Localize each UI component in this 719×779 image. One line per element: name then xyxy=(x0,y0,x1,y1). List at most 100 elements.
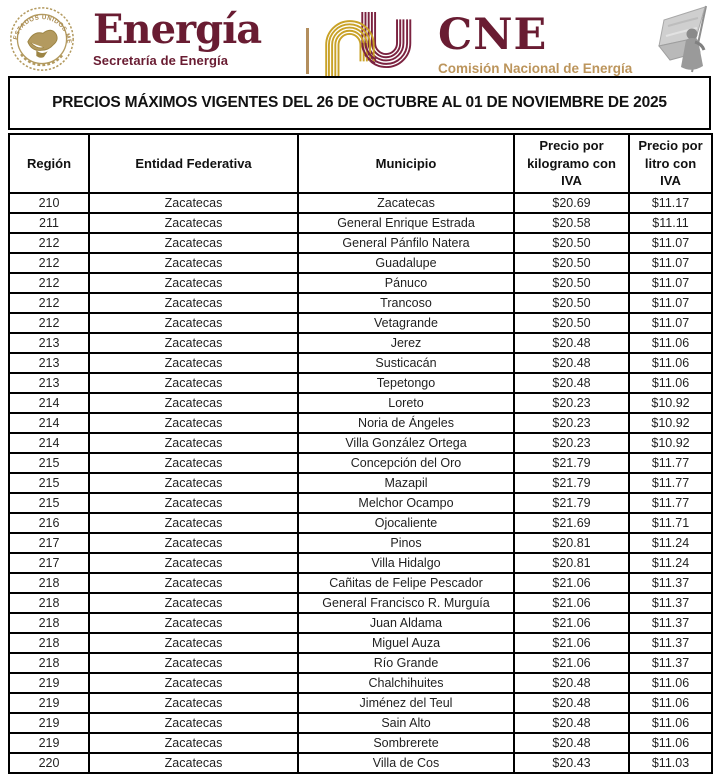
municipio-cell: Sain Alto xyxy=(297,711,515,734)
table-row: 214 Zacatecas Villa González Ortega $20.23 $… xyxy=(8,431,713,454)
municipio-cell: Cañitas de Felipe Pescador xyxy=(297,571,515,594)
entidad-cell: Zacatecas xyxy=(88,711,299,734)
precio-litro-cell: $11.37 xyxy=(628,571,713,594)
municipio-cell: Villa Hidalgo xyxy=(297,551,515,574)
precio-kg-cell: $20.50 xyxy=(513,251,630,274)
region-cell: 217 xyxy=(8,551,90,574)
table-row: 212 Zacatecas General Pánfilo Natera $20.50… xyxy=(8,231,713,254)
entidad-cell: Zacatecas xyxy=(88,451,299,474)
table-row: 215 Zacatecas Melchor Ocampo $21.79 $11.77 xyxy=(8,491,713,514)
region-cell: 214 xyxy=(8,431,90,454)
table-row: 219 Zacatecas Sain Alto $20.48 $11.06 xyxy=(8,711,713,734)
municipio-cell: Villa González Ortega xyxy=(297,431,515,454)
precio-litro-cell: $11.07 xyxy=(628,311,713,334)
entidad-cell: Zacatecas xyxy=(88,191,299,214)
precio-kg-cell: $20.43 xyxy=(513,751,630,774)
entidad-cell: Zacatecas xyxy=(88,511,299,534)
table-row: 218 Zacatecas Cañitas de Felipe Pescador $2… xyxy=(8,571,713,594)
entidad-cell: Zacatecas xyxy=(88,311,299,334)
price-table-body: 210 Zacatecas Zacatecas $20.69 $11.17 211 Zaca… xyxy=(8,191,713,774)
precio-kg-cell: $21.06 xyxy=(513,611,630,634)
precio-litro-cell: $11.06 xyxy=(628,371,713,394)
precio-kg-cell: $20.48 xyxy=(513,691,630,714)
region-cell: 219 xyxy=(8,731,90,754)
table-row: 218 Zacatecas Miguel Auza $21.06 $11.37 xyxy=(8,631,713,654)
entidad-cell: Zacatecas xyxy=(88,391,299,414)
region-cell: 220 xyxy=(8,751,90,774)
table-row: 218 Zacatecas Río Grande $21.06 $11.37 xyxy=(8,651,713,674)
region-cell: 215 xyxy=(8,491,90,514)
table-row: 215 Zacatecas Concepción del Oro $21.79 $11.… xyxy=(8,451,713,474)
precio-litro-cell: $10.92 xyxy=(628,411,713,434)
table-row: 213 Zacatecas Tepetongo $20.48 $11.06 xyxy=(8,371,713,394)
region-cell: 219 xyxy=(8,711,90,734)
municipio-cell: Río Grande xyxy=(297,651,515,674)
entidad-cell: Zacatecas xyxy=(88,551,299,574)
precio-kg-cell: $20.48 xyxy=(513,671,630,694)
entidad-cell: Zacatecas xyxy=(88,331,299,354)
region-cell: 212 xyxy=(8,251,90,274)
region-cell: 212 xyxy=(8,271,90,294)
table-row: 219 Zacatecas Chalchihuites $20.48 $11.06 xyxy=(8,671,713,694)
region-cell: 219 xyxy=(8,691,90,714)
precio-litro-cell: $11.77 xyxy=(628,471,713,494)
logo-divider xyxy=(306,28,309,74)
municipio-cell: Guadalupe xyxy=(297,251,515,274)
table-row: 212 Zacatecas Trancoso $20.50 $11.07 xyxy=(8,291,713,314)
region-cell: 212 xyxy=(8,291,90,314)
precio-litro-cell: $11.06 xyxy=(628,351,713,374)
title-banner: PRECIOS MÁXIMOS VIGENTES DEL 26 DE OCTUB… xyxy=(8,76,711,130)
precio-kg-cell: $20.50 xyxy=(513,271,630,294)
col-header-municipio: Municipio xyxy=(297,133,515,194)
municipio-cell: Vetagrande xyxy=(297,311,515,334)
precio-litro-cell: $11.71 xyxy=(628,511,713,534)
precio-kg-cell: $20.23 xyxy=(513,411,630,434)
precio-kg-cell: $20.81 xyxy=(513,551,630,574)
municipio-cell: Melchor Ocampo xyxy=(297,491,515,514)
precio-litro-cell: $10.92 xyxy=(628,431,713,454)
price-table: Región Entidad Federativa Municipio Prec… xyxy=(8,133,713,774)
region-cell: 218 xyxy=(8,611,90,634)
table-row: 213 Zacatecas Susticacán $20.48 $11.06 xyxy=(8,351,713,374)
header-logo-band: ESTADOS UNIDOS MEXICANOS Energía Secreta… xyxy=(0,0,719,76)
precio-kg-cell: $20.48 xyxy=(513,371,630,394)
region-cell: 214 xyxy=(8,411,90,434)
precio-kg-cell: $20.50 xyxy=(513,291,630,314)
cne-subtitle: Comisión Nacional de Energía xyxy=(438,61,633,76)
municipio-cell: Concepción del Oro xyxy=(297,451,515,474)
cne-acronym: CNE xyxy=(438,10,548,60)
table-row: 217 Zacatecas Pinos $20.81 $11.24 xyxy=(8,531,713,554)
entidad-cell: Zacatecas xyxy=(88,671,299,694)
col-header-region: Región xyxy=(8,133,90,194)
precio-litro-cell: $11.07 xyxy=(628,271,713,294)
region-cell: 212 xyxy=(8,231,90,254)
entidad-cell: Zacatecas xyxy=(88,411,299,434)
entidad-cell: Zacatecas xyxy=(88,371,299,394)
table-row: 218 Zacatecas Juan Aldama $21.06 $11.37 xyxy=(8,611,713,634)
table-row: 212 Zacatecas Pánuco $20.50 $11.07 xyxy=(8,271,713,294)
precio-kg-cell: $20.50 xyxy=(513,231,630,254)
table-row: 217 Zacatecas Villa Hidalgo $20.81 $11.24 xyxy=(8,551,713,574)
region-cell: 215 xyxy=(8,471,90,494)
precio-kg-cell: $20.48 xyxy=(513,731,630,754)
region-cell: 217 xyxy=(8,531,90,554)
region-cell: 213 xyxy=(8,331,90,354)
precio-litro-cell: $11.07 xyxy=(628,251,713,274)
woman-with-flag-icon xyxy=(658,5,707,73)
municipio-cell: Mazapil xyxy=(297,471,515,494)
eagle-glyph xyxy=(27,29,58,51)
precio-kg-cell: $21.06 xyxy=(513,591,630,614)
precio-litro-cell: $11.24 xyxy=(628,551,713,574)
entidad-cell: Zacatecas xyxy=(88,571,299,594)
table-row: 210 Zacatecas Zacatecas $20.69 $11.17 xyxy=(8,191,713,214)
precio-kg-cell: $21.79 xyxy=(513,491,630,514)
precio-kg-cell: $21.79 xyxy=(513,471,630,494)
table-row: 215 Zacatecas Mazapil $21.79 $11.77 xyxy=(8,471,713,494)
table-row: 219 Zacatecas Jiménez del Teul $20.48 $11.06 xyxy=(8,691,713,714)
municipio-cell: Ojocaliente xyxy=(297,511,515,534)
entidad-cell: Zacatecas xyxy=(88,631,299,654)
municipio-cell: Villa de Cos xyxy=(297,751,515,774)
municipio-cell: Zacatecas xyxy=(297,191,515,214)
energia-subtitle: Secretaría de Energía xyxy=(93,53,229,68)
entidad-cell: Zacatecas xyxy=(88,691,299,714)
